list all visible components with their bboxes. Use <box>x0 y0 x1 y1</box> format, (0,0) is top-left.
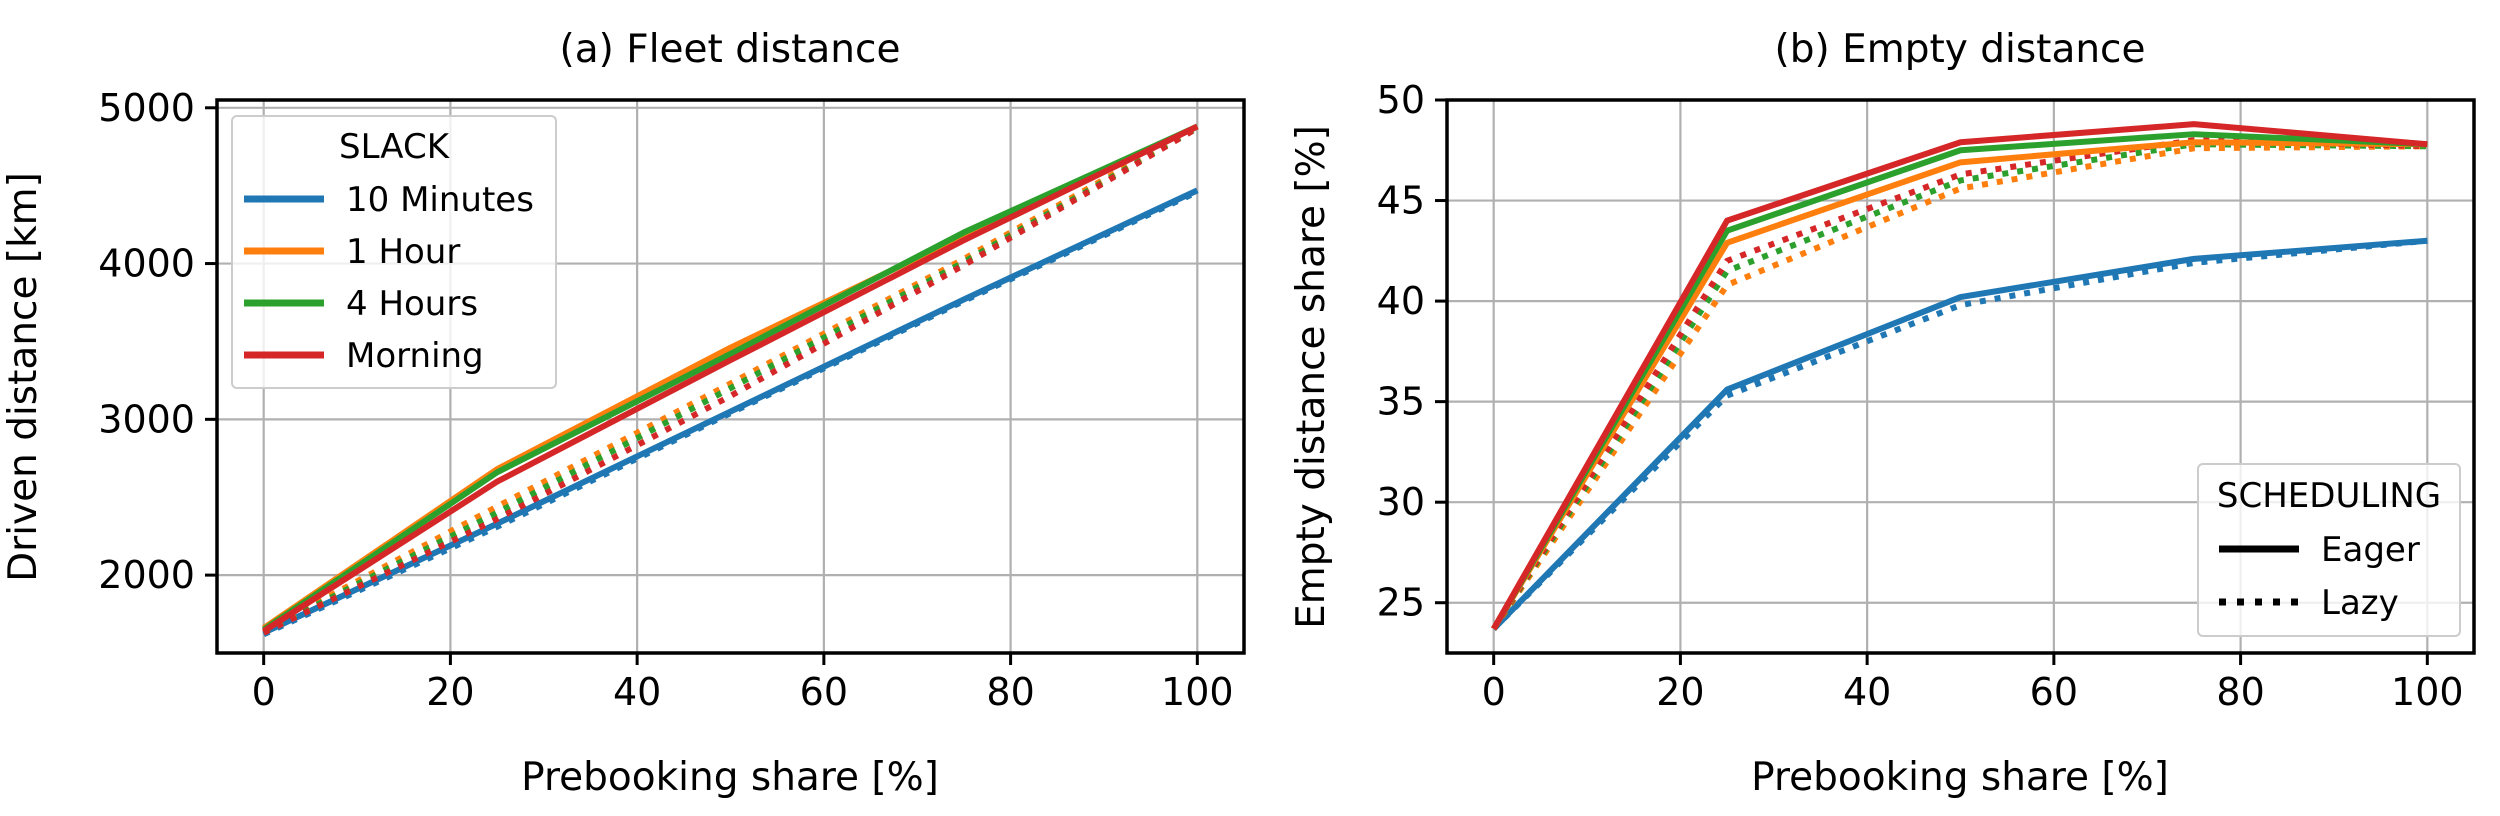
series-line-1-hour-eager <box>1491 139 2428 631</box>
legend-label-1-hour: 1 Hour <box>346 232 460 272</box>
x-tick-label: 60 <box>800 670 848 714</box>
x-tick-label: 60 <box>2030 670 2078 714</box>
series-line-morning-eager <box>262 123 1199 634</box>
legend-title: SLACK <box>339 127 451 167</box>
legend-label-eager: Eager <box>2321 530 2420 570</box>
legend-scheduling: SCHEDULING Eager Lazy <box>2197 463 2461 637</box>
x-tick-label: 40 <box>1843 670 1891 714</box>
legend-label-lazy: Lazy <box>2321 583 2399 623</box>
legend-label-morning: Morning <box>346 336 484 376</box>
y-axis-label: Driven distance [km] <box>1 172 46 582</box>
x-axis-label: Prebooking share [%] <box>521 755 939 800</box>
y-tick-label: 2000 <box>98 553 195 597</box>
x-tick-label: 0 <box>252 670 276 714</box>
y-tick-label: 50 <box>1377 78 1425 122</box>
x-tick-label: 20 <box>1656 670 1704 714</box>
y-tick-label: 25 <box>1377 581 1425 625</box>
x-tick-label: 0 <box>1482 670 1506 714</box>
axis-ticks: 0 20 40 60 80 100 2000 3000 4000 5000 <box>98 86 1233 714</box>
y-tick-label: 3000 <box>98 397 195 441</box>
panel-empty-distance: (b) Empty distance 0 20 40 60 80 100 25 30 35 40 4… <box>1289 27 2476 800</box>
legend-label-4-hours: 4 Hours <box>346 284 478 324</box>
legend-title: SCHEDULING <box>2217 476 2441 516</box>
series-line-10-minutes-eager <box>1491 237 2428 631</box>
y-tick-label: 40 <box>1377 279 1425 323</box>
x-tick-label: 20 <box>426 670 474 714</box>
x-axis-label: Prebooking share [%] <box>1751 755 2169 800</box>
y-tick-label: 30 <box>1377 480 1425 524</box>
series-line-morning-eager <box>1491 121 2428 631</box>
axis-ticks: 0 20 40 60 80 100 25 30 35 40 45 50 <box>1377 78 2464 714</box>
series-line-4-hours-lazy <box>262 125 1199 635</box>
legend-label-10-minutes: 10 Minutes <box>346 180 534 220</box>
legend-slack: SLACK 10 Minutes 1 Hour 4 Hours Morning <box>231 115 557 389</box>
legend-box <box>231 115 557 389</box>
plot-frame <box>1445 98 2476 655</box>
y-axis-label: Empty distance share [%] <box>1289 125 1334 629</box>
y-tick-label: 35 <box>1377 380 1425 424</box>
series-line-1-hour-lazy <box>262 123 1199 634</box>
x-tick-label: 40 <box>613 670 661 714</box>
y-tick-label: 45 <box>1377 179 1425 223</box>
legend-box <box>2197 463 2461 637</box>
series-line-4-hours-eager <box>1491 131 2428 631</box>
series-line-4-hours-eager <box>262 123 1199 633</box>
y-tick-label: 5000 <box>98 86 195 130</box>
chart-title: (a) Fleet distance <box>560 27 901 72</box>
panel-fleet-distance: (a) Fleet distance 0 20 40 60 80 100 2000 3000 4… <box>1 27 1246 800</box>
x-tick-label: 80 <box>986 670 1034 714</box>
series-group <box>261 123 1199 638</box>
chart-title: (b) Empty distance <box>1775 27 2146 72</box>
y-tick-label: 4000 <box>98 242 195 286</box>
x-tick-label: 80 <box>2216 670 2264 714</box>
series-group <box>1491 121 2428 631</box>
series-line-morning-lazy <box>1491 137 2428 631</box>
plot-frame <box>215 98 1246 655</box>
x-tick-label: 100 <box>1161 670 1234 714</box>
series-line-10-minutes-eager <box>262 187 1199 636</box>
x-tick-label: 100 <box>2391 670 2464 714</box>
